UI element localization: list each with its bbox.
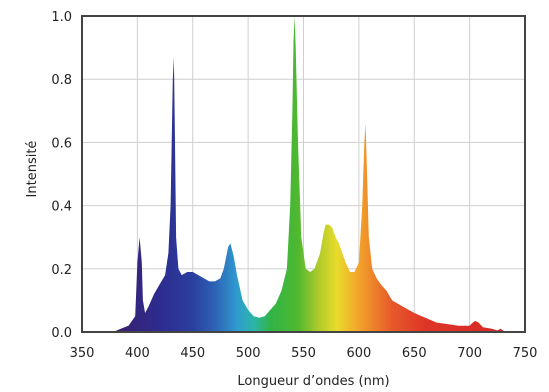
x-axis-ticks: 350 400 450 500 550 600 650 700 750 [70,346,538,361]
x-tick-label: 700 [457,346,482,361]
x-tick-label: 600 [346,346,371,361]
y-axis-label: Intensité [25,141,40,198]
x-tick-label: 500 [236,346,261,361]
spectrum-area [113,16,506,332]
y-tick-label: 0.0 [51,326,72,341]
y-tick-label: 0.4 [51,200,72,215]
x-tick-label: 400 [125,346,150,361]
x-tick-label: 450 [180,346,205,361]
y-tick-label: 1.0 [51,10,72,25]
x-tick-label: 750 [513,346,538,361]
x-axis-label: Longueur d’ondes (nm) [237,374,389,389]
x-tick-label: 350 [70,346,95,361]
y-axis-ticks: 0.0 0.2 0.4 0.6 0.8 1.0 [51,10,72,341]
plot-frame [81,15,526,333]
y-tick-label: 0.8 [51,73,72,88]
y-tick-label: 0.6 [51,136,72,151]
y-tick-label: 0.2 [51,263,72,278]
grid-lines [82,16,525,332]
x-tick-label: 550 [291,346,316,361]
x-tick-label: 650 [402,346,427,361]
